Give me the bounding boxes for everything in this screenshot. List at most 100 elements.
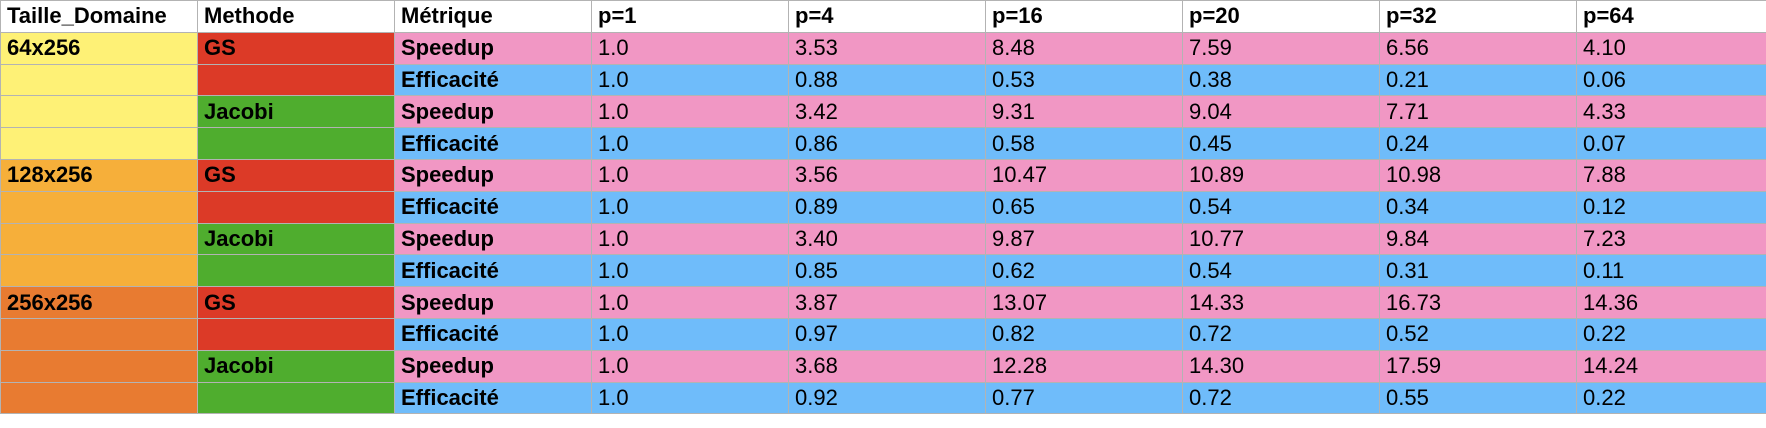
method-cell[interactable]: [197, 190, 395, 224]
method-cell[interactable]: [197, 317, 395, 351]
value-cell[interactable]: 6.56: [1379, 31, 1577, 65]
value-cell[interactable]: 1.0: [591, 317, 789, 351]
header-cell-p64[interactable]: p=64: [1576, 0, 1766, 33]
domain-cell[interactable]: [0, 95, 198, 129]
value-cell[interactable]: 1.0: [591, 222, 789, 256]
header-cell-methode[interactable]: Methode: [197, 0, 395, 33]
value-cell[interactable]: 14.30: [1182, 349, 1380, 383]
value-cell[interactable]: 0.11: [1576, 254, 1766, 288]
value-cell[interactable]: 10.47: [985, 158, 1183, 192]
metric-cell[interactable]: Speedup: [394, 95, 592, 129]
method-cell[interactable]: Jacobi: [197, 95, 395, 129]
value-cell[interactable]: 3.42: [788, 95, 986, 129]
metric-cell[interactable]: Efficacité: [394, 127, 592, 160]
value-cell[interactable]: 10.98: [1379, 158, 1577, 192]
domain-cell[interactable]: 256x256: [0, 286, 198, 319]
value-cell[interactable]: 1.0: [591, 95, 789, 129]
method-cell[interactable]: Jacobi: [197, 222, 395, 256]
value-cell[interactable]: 0.38: [1182, 63, 1380, 97]
value-cell[interactable]: 0.62: [985, 254, 1183, 288]
value-cell[interactable]: 10.77: [1182, 222, 1380, 256]
value-cell[interactable]: 0.54: [1182, 254, 1380, 288]
value-cell[interactable]: 16.73: [1379, 286, 1577, 319]
value-cell[interactable]: 14.36: [1576, 286, 1766, 319]
value-cell[interactable]: 10.89: [1182, 158, 1380, 192]
method-cell[interactable]: GS: [197, 158, 395, 192]
value-cell[interactable]: 3.68: [788, 349, 986, 383]
value-cell[interactable]: 12.28: [985, 349, 1183, 383]
domain-cell[interactable]: [0, 127, 198, 160]
value-cell[interactable]: 9.84: [1379, 222, 1577, 256]
value-cell[interactable]: 0.22: [1576, 381, 1766, 415]
method-cell[interactable]: [197, 254, 395, 288]
value-cell[interactable]: 0.89: [788, 190, 986, 224]
metric-cell[interactable]: Efficacité: [394, 63, 592, 97]
value-cell[interactable]: 1.0: [591, 349, 789, 383]
domain-cell[interactable]: [0, 254, 198, 288]
value-cell[interactable]: 3.53: [788, 31, 986, 65]
value-cell[interactable]: 0.72: [1182, 381, 1380, 415]
value-cell[interactable]: 0.52: [1379, 317, 1577, 351]
value-cell[interactable]: 9.87: [985, 222, 1183, 256]
header-cell-p32[interactable]: p=32: [1379, 0, 1577, 33]
value-cell[interactable]: 14.24: [1576, 349, 1766, 383]
header-cell-p20[interactable]: p=20: [1182, 0, 1380, 33]
value-cell[interactable]: 14.33: [1182, 286, 1380, 319]
domain-cell[interactable]: [0, 317, 198, 351]
header-cell-metrique[interactable]: Métrique: [394, 0, 592, 33]
metric-cell[interactable]: Speedup: [394, 158, 592, 192]
value-cell[interactable]: 1.0: [591, 190, 789, 224]
header-cell-p4[interactable]: p=4: [788, 0, 986, 33]
value-cell[interactable]: 1.0: [591, 127, 789, 160]
domain-cell[interactable]: [0, 349, 198, 383]
value-cell[interactable]: 3.40: [788, 222, 986, 256]
value-cell[interactable]: 0.34: [1379, 190, 1577, 224]
metric-cell[interactable]: Speedup: [394, 222, 592, 256]
method-cell[interactable]: Jacobi: [197, 349, 395, 383]
value-cell[interactable]: 0.65: [985, 190, 1183, 224]
value-cell[interactable]: 0.72: [1182, 317, 1380, 351]
metric-cell[interactable]: Efficacité: [394, 254, 592, 288]
domain-cell[interactable]: [0, 190, 198, 224]
domain-cell[interactable]: [0, 63, 198, 97]
value-cell[interactable]: 7.88: [1576, 158, 1766, 192]
value-cell[interactable]: 0.54: [1182, 190, 1380, 224]
domain-cell[interactable]: [0, 222, 198, 256]
value-cell[interactable]: 0.92: [788, 381, 986, 415]
value-cell[interactable]: 1.0: [591, 31, 789, 65]
metric-cell[interactable]: Efficacité: [394, 381, 592, 415]
value-cell[interactable]: 0.53: [985, 63, 1183, 97]
method-cell[interactable]: [197, 63, 395, 97]
value-cell[interactable]: 1.0: [591, 254, 789, 288]
value-cell[interactable]: 0.24: [1379, 127, 1577, 160]
value-cell[interactable]: 0.82: [985, 317, 1183, 351]
domain-cell[interactable]: [0, 381, 198, 415]
value-cell[interactable]: 1.0: [591, 63, 789, 97]
domain-cell[interactable]: 64x256: [0, 31, 198, 65]
value-cell[interactable]: 0.07: [1576, 127, 1766, 160]
value-cell[interactable]: 13.07: [985, 286, 1183, 319]
metric-cell[interactable]: Speedup: [394, 31, 592, 65]
value-cell[interactable]: 9.04: [1182, 95, 1380, 129]
value-cell[interactable]: 0.58: [985, 127, 1183, 160]
method-cell[interactable]: GS: [197, 31, 395, 65]
header-cell-p16[interactable]: p=16: [985, 0, 1183, 33]
method-cell[interactable]: [197, 381, 395, 415]
value-cell[interactable]: 0.86: [788, 127, 986, 160]
metric-cell[interactable]: Efficacité: [394, 317, 592, 351]
value-cell[interactable]: 0.55: [1379, 381, 1577, 415]
value-cell[interactable]: 0.21: [1379, 63, 1577, 97]
value-cell[interactable]: 0.06: [1576, 63, 1766, 97]
header-cell-p1[interactable]: p=1: [591, 0, 789, 33]
header-cell-taille-domaine[interactable]: Taille_Domaine: [0, 0, 198, 33]
value-cell[interactable]: 0.12: [1576, 190, 1766, 224]
metric-cell[interactable]: Efficacité: [394, 190, 592, 224]
value-cell[interactable]: 0.31: [1379, 254, 1577, 288]
value-cell[interactable]: 7.23: [1576, 222, 1766, 256]
value-cell[interactable]: 7.71: [1379, 95, 1577, 129]
method-cell[interactable]: GS: [197, 286, 395, 319]
value-cell[interactable]: 0.22: [1576, 317, 1766, 351]
value-cell[interactable]: 0.77: [985, 381, 1183, 415]
value-cell[interactable]: 1.0: [591, 381, 789, 415]
value-cell[interactable]: 4.33: [1576, 95, 1766, 129]
